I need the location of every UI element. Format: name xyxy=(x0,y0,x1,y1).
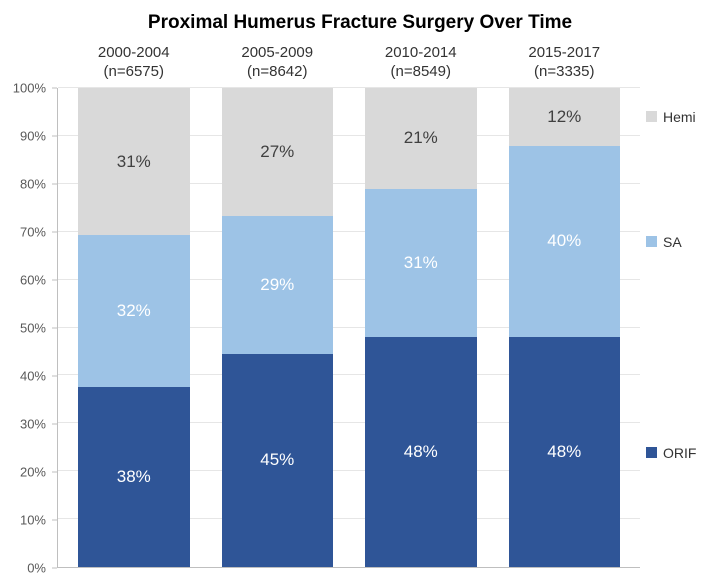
category-n: (n=8549) xyxy=(349,63,493,82)
bar-stack: 31% 32% 38% xyxy=(78,88,190,567)
y-tick-label: 90% xyxy=(20,129,52,144)
y-tick-label: 10% xyxy=(20,513,52,528)
bar-segment-label: 31% xyxy=(404,253,438,273)
bar-segment-label: 21% xyxy=(404,128,438,148)
bar-segment-orif: 38% xyxy=(78,387,190,567)
bar-stack: 12% 40% 48% xyxy=(509,88,621,567)
legend-item-orif: ORIF xyxy=(646,445,696,461)
plot-area: 2000-2004(n=6575)31%32%38%2005-2009(n=86… xyxy=(58,88,640,568)
y-tick-label: 70% xyxy=(20,225,52,240)
bar-stack: 21% 31% 48% xyxy=(365,88,477,567)
legend: Hemi SA ORIF xyxy=(640,88,710,568)
y-tick: 0% xyxy=(27,561,57,576)
legend-swatch xyxy=(646,236,657,247)
bar-segment-hemi: 27% xyxy=(222,88,334,216)
bar-segment-orif: 48% xyxy=(365,337,477,567)
category-header: 2015-2017(n=3335) xyxy=(493,44,637,82)
y-tick-label: 100% xyxy=(13,81,52,96)
legend-swatch xyxy=(646,111,657,122)
y-tick-label: 80% xyxy=(20,177,52,192)
plot-row: 0%10%20%30%40%50%60%70%80%90%100% 2000-2… xyxy=(10,88,710,568)
y-tick-mark xyxy=(52,88,57,89)
legend-item-sa: SA xyxy=(646,234,682,250)
y-axis: 0%10%20%30%40%50%60%70%80%90%100% xyxy=(10,88,58,568)
category-period: 2000-2004 xyxy=(62,44,206,63)
y-tick-mark xyxy=(52,472,57,473)
y-tick: 90% xyxy=(20,129,57,144)
bar-segment-label: 27% xyxy=(260,142,294,162)
y-tick-mark xyxy=(52,136,57,137)
category-n: (n=8642) xyxy=(206,63,350,82)
y-tick-label: 60% xyxy=(20,273,52,288)
bar-segment-hemi: 12% xyxy=(509,88,621,145)
y-tick-mark xyxy=(52,328,57,329)
bar-segment-label: 38% xyxy=(117,467,151,487)
bar-segment-label: 31% xyxy=(117,152,151,172)
y-tick: 80% xyxy=(20,177,57,192)
legend-label: ORIF xyxy=(663,445,696,461)
y-tick-label: 20% xyxy=(20,465,52,480)
bar-segment-sa: 40% xyxy=(509,146,621,338)
category-n: (n=6575) xyxy=(62,63,206,82)
bar-column: 2005-2009(n=8642)27%29%45% xyxy=(206,88,350,567)
y-tick: 100% xyxy=(13,81,57,96)
y-tick: 70% xyxy=(20,225,57,240)
category-header: 2005-2009(n=8642) xyxy=(206,44,350,82)
bar-segment-label: 45% xyxy=(260,450,294,470)
y-tick-mark xyxy=(52,568,57,569)
legend-item-hemi: Hemi xyxy=(646,109,696,125)
y-tick-label: 40% xyxy=(20,369,52,384)
category-period: 2005-2009 xyxy=(206,44,350,63)
legend-swatch xyxy=(646,447,657,458)
bar-column: 2015-2017(n=3335)12%40%48% xyxy=(493,88,637,567)
bar-segment-label: 12% xyxy=(547,107,581,127)
y-tick-label: 0% xyxy=(27,561,52,576)
y-tick: 40% xyxy=(20,369,57,384)
y-tick: 60% xyxy=(20,273,57,288)
y-tick-mark xyxy=(52,184,57,185)
bar-segment-sa: 29% xyxy=(222,216,334,354)
bar-segment-sa: 32% xyxy=(78,235,190,387)
y-tick-mark xyxy=(52,280,57,281)
category-header: 2010-2014(n=8549) xyxy=(349,44,493,82)
bar-column: 2010-2014(n=8549)21%31%48% xyxy=(349,88,493,567)
y-tick-mark xyxy=(52,232,57,233)
bar-stack: 27% 29% 45% xyxy=(222,88,334,567)
y-tick-mark xyxy=(52,520,57,521)
bar-column: 2000-2004(n=6575)31%32%38% xyxy=(62,88,206,567)
y-tick: 50% xyxy=(20,321,57,336)
legend-label: Hemi xyxy=(663,109,696,125)
bar-segment-label: 40% xyxy=(547,231,581,251)
y-tick: 20% xyxy=(20,465,57,480)
y-tick-label: 30% xyxy=(20,417,52,432)
bar-segment-orif: 45% xyxy=(222,354,334,567)
y-tick-mark xyxy=(52,424,57,425)
y-tick-mark xyxy=(52,376,57,377)
chart-container: Proximal Humerus Fracture Surgery Over T… xyxy=(0,0,720,575)
y-tick: 30% xyxy=(20,417,57,432)
bar-segment-label: 48% xyxy=(547,442,581,462)
bar-segment-hemi: 21% xyxy=(365,88,477,189)
bar-segment-hemi: 31% xyxy=(78,88,190,235)
category-n: (n=3335) xyxy=(493,63,637,82)
y-tick-label: 50% xyxy=(20,321,52,336)
y-tick: 10% xyxy=(20,513,57,528)
category-header: 2000-2004(n=6575) xyxy=(62,44,206,82)
bar-segment-label: 32% xyxy=(117,301,151,321)
category-period: 2010-2014 xyxy=(349,44,493,63)
bar-segment-label: 29% xyxy=(260,275,294,295)
bar-segment-label: 48% xyxy=(404,442,438,462)
category-period: 2015-2017 xyxy=(493,44,637,63)
legend-label: SA xyxy=(663,234,682,250)
chart-title: Proximal Humerus Fracture Surgery Over T… xyxy=(10,12,710,34)
bar-segment-orif: 48% xyxy=(509,337,621,567)
bar-segment-sa: 31% xyxy=(365,189,477,337)
